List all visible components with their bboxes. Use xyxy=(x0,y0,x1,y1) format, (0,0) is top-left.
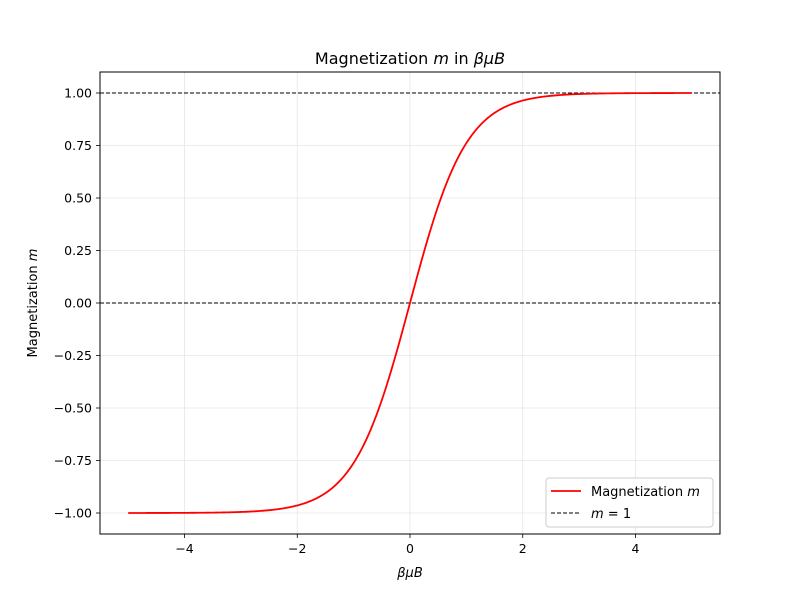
y-tick-label: 0.25 xyxy=(64,243,92,258)
series-layer xyxy=(128,92,692,514)
y-tick-label: 1.00 xyxy=(64,86,92,101)
x-tick-label: 2 xyxy=(519,541,527,556)
ticks: −4 −2 0 2 4 −1.00 −0.75 −0.50 −0.25 0.00 0.25 0.50 0… xyxy=(54,86,640,557)
legend-label-magnetization: Magnetization m xyxy=(591,485,700,500)
legend-label-m-equals-1: m = 1 xyxy=(591,507,631,522)
y-tick-label: 0.50 xyxy=(64,191,92,206)
y-tick-label: 0.75 xyxy=(64,138,92,153)
x-axis-label: βμB xyxy=(396,566,423,581)
x-tick-label: 0 xyxy=(406,541,414,556)
x-tick-label: −2 xyxy=(288,541,306,556)
y-tick-label: −0.25 xyxy=(54,348,92,363)
y-tick-label: −0.75 xyxy=(54,453,92,468)
chart-title: Magnetization m in βμB xyxy=(315,49,505,68)
y-tick-label: −1.00 xyxy=(54,506,92,521)
legend: Magnetization m m = 1 xyxy=(545,477,714,528)
legend-box xyxy=(545,477,714,528)
x-tick-label: −4 xyxy=(175,541,193,556)
y-tick-label: −0.50 xyxy=(54,401,92,416)
x-tick-label: 4 xyxy=(631,541,639,556)
y-tick-label: 0.00 xyxy=(64,296,92,311)
series-line-0 xyxy=(128,92,692,514)
y-axis-label: Magnetization m xyxy=(26,249,41,358)
